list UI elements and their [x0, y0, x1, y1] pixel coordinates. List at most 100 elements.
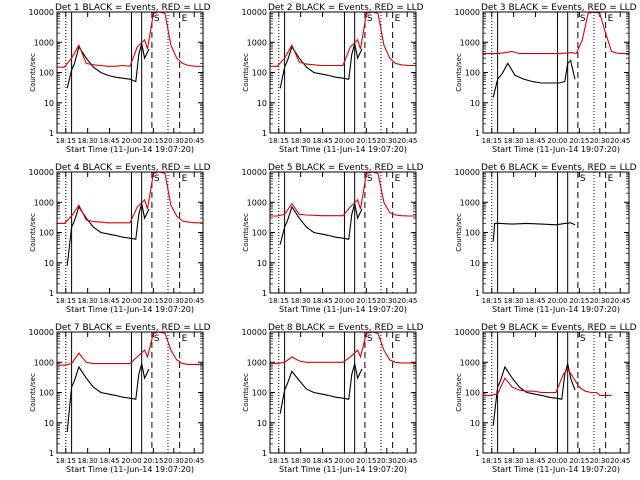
- panel-title: Det 6 BLACK = Events, RED = LLD: [481, 163, 637, 173]
- panel-title: Det 5 BLACK = Events, RED = LLD: [268, 163, 424, 173]
- series-red-line: [483, 368, 612, 396]
- x-tick-label: 20:30: [590, 457, 610, 465]
- series-black-line: [279, 43, 363, 89]
- x-tick-label: 18:15: [269, 137, 289, 145]
- marker-label-e: E: [608, 174, 614, 184]
- x-tick-label: 20:45: [397, 457, 417, 465]
- marker-label-s: S: [154, 334, 160, 344]
- x-tick-label: 18:15: [482, 457, 502, 465]
- x-tick-label: 18:30: [291, 137, 311, 145]
- y-axis-label: Counts/sec: [29, 213, 37, 252]
- y-tick-label: 1000: [247, 38, 267, 47]
- marker-label-e: E: [608, 334, 614, 344]
- x-tick-label: 18:15: [269, 457, 289, 465]
- series-red-line: [483, 11, 629, 55]
- detector-panel-6: Det 6 BLACK = Events, RED = LLD Counts/se…: [455, 163, 637, 314]
- plot-frame: [269, 331, 417, 454]
- series-black-line: [492, 363, 576, 426]
- x-tick-label: 20:30: [590, 297, 610, 305]
- x-tick-label: 18:30: [504, 297, 524, 305]
- y-axis-label: Counts/sec: [242, 373, 250, 412]
- x-tick-label: 18:45: [312, 137, 332, 145]
- x-tick-label: 20:00: [121, 137, 141, 145]
- x-tick-label: 18:15: [56, 297, 76, 305]
- y-axis-label: Counts/sec: [455, 53, 463, 92]
- y-tick-label: 1000: [460, 358, 480, 367]
- marker-label-e: E: [182, 334, 188, 344]
- x-tick-label: 20:45: [397, 137, 417, 145]
- detector-panel-2: Det 2 BLACK = Events, RED = LLD Counts/se…: [242, 3, 424, 154]
- x-tick-label: 20:15: [569, 137, 589, 145]
- x-tick-label: 18:30: [78, 137, 98, 145]
- x-tick-label: 18:15: [56, 457, 76, 465]
- x-tick-label: 20:15: [356, 457, 376, 465]
- marker-label-e: E: [395, 174, 401, 184]
- series-black-line: [492, 59, 576, 98]
- y-tick-label: 10: [257, 259, 267, 268]
- y-tick-label: 10000: [242, 8, 267, 17]
- y-tick-label: 1: [49, 289, 54, 298]
- x-tick-label: 18:15: [482, 137, 502, 145]
- y-tick-label: 10000: [29, 168, 54, 177]
- detector-panel-5: Det 5 BLACK = Events, RED = LLD Counts/se…: [242, 163, 424, 314]
- y-tick-label: 10: [470, 259, 480, 268]
- panel-title: Det 1 BLACK = Events, RED = LLD: [55, 3, 211, 13]
- x-tick-label: 18:30: [504, 457, 524, 465]
- x-tick-label: 20:30: [590, 137, 610, 145]
- y-tick-label: 10000: [29, 328, 54, 337]
- x-tick-label: 20:15: [143, 137, 163, 145]
- series-black-line: [66, 363, 150, 432]
- y-tick-label: 1000: [460, 38, 480, 47]
- x-tick-label: 20:45: [610, 137, 630, 145]
- plot-frame: [482, 171, 630, 294]
- plot-frame: [482, 11, 630, 134]
- series-black-line: [279, 203, 363, 245]
- series-black-line: [492, 222, 576, 242]
- plot-frame: [56, 331, 204, 454]
- x-tick-label: 20:00: [334, 137, 354, 145]
- y-tick-label: 1: [262, 449, 267, 458]
- y-tick-label: 1000: [34, 198, 54, 207]
- x-axis-label: Start Time (11-Jun-14 19:07:20): [279, 305, 407, 314]
- panel-title: Det 2 BLACK = Events, RED = LLD: [268, 3, 424, 13]
- y-tick-label: 10: [257, 99, 267, 108]
- x-tick-label: 20:15: [569, 457, 589, 465]
- x-tick-label: 20:45: [397, 297, 417, 305]
- y-tick-label: 10000: [455, 168, 480, 177]
- detector-panel-1: Det 1 BLACK = Events, RED = LLD Counts/se…: [29, 3, 211, 154]
- x-tick-label: 18:15: [269, 297, 289, 305]
- y-tick-label: 10000: [242, 168, 267, 177]
- series-red-line: [270, 11, 416, 67]
- marker-label-e: E: [608, 14, 614, 24]
- y-tick-label: 10000: [29, 8, 54, 17]
- series-red-line: [57, 11, 203, 68]
- y-tick-label: 1000: [34, 38, 54, 47]
- y-tick-label: 1000: [247, 358, 267, 367]
- marker-label-e: E: [182, 14, 188, 24]
- detector-panel-3: Det 3 BLACK = Events, RED = LLD Counts/se…: [455, 3, 637, 154]
- x-tick-label: 20:00: [121, 297, 141, 305]
- x-tick-label: 20:45: [184, 297, 204, 305]
- x-axis-label: Start Time (11-Jun-14 19:07:20): [66, 465, 194, 474]
- plot-frame: [482, 331, 630, 454]
- series-black-line: [66, 203, 150, 266]
- panel-title: Det 4 BLACK = Events, RED = LLD: [55, 163, 211, 173]
- x-axis-label: Start Time (11-Jun-14 19:07:20): [279, 465, 407, 474]
- y-tick-label: 10: [44, 259, 54, 268]
- x-tick-label: 20:45: [610, 297, 630, 305]
- detector-panel-8: Det 8 BLACK = Events, RED = LLD Counts/se…: [242, 323, 424, 474]
- x-tick-label: 18:45: [525, 137, 545, 145]
- x-tick-label: 20:00: [334, 297, 354, 305]
- x-tick-label: 18:45: [99, 137, 119, 145]
- x-tick-label: 20:00: [547, 457, 567, 465]
- x-tick-label: 20:15: [356, 297, 376, 305]
- x-tick-label: 18:45: [312, 297, 332, 305]
- x-tick-label: 20:45: [184, 457, 204, 465]
- plot-frame: [269, 171, 417, 294]
- y-axis-label: Counts/sec: [455, 213, 463, 252]
- panel-title: Det 8 BLACK = Events, RED = LLD: [268, 323, 424, 333]
- x-tick-label: 18:45: [312, 457, 332, 465]
- y-tick-label: 1: [49, 129, 54, 138]
- x-axis-label: Start Time (11-Jun-14 19:07:20): [66, 145, 194, 154]
